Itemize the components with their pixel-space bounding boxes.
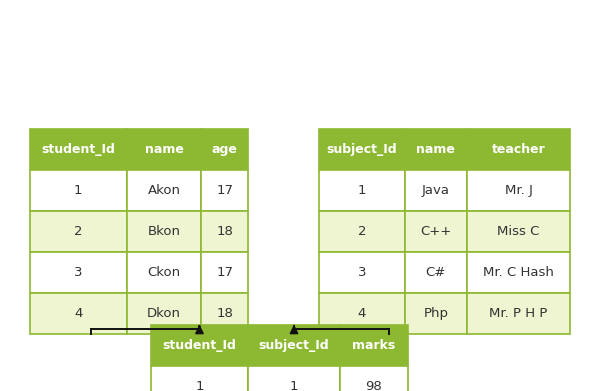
Bar (30, 170, 127, 211)
Bar (319, 170, 405, 211)
Bar (201, 252, 248, 293)
Bar (30, 252, 127, 293)
Bar (30, 129, 127, 170)
Bar (405, 170, 467, 211)
Bar (248, 325, 340, 366)
Text: Php: Php (423, 307, 449, 320)
Text: 17: 17 (216, 266, 233, 279)
Bar (151, 366, 248, 391)
Text: 1: 1 (195, 380, 204, 391)
Bar (405, 211, 467, 252)
Text: age: age (212, 143, 238, 156)
Bar (127, 129, 201, 170)
Text: 4: 4 (74, 307, 83, 320)
Text: Bkon: Bkon (148, 225, 180, 238)
Text: Mr. C Hash: Mr. C Hash (483, 266, 554, 279)
Text: C++: C++ (420, 225, 452, 238)
Bar (467, 252, 570, 293)
Text: 98: 98 (365, 380, 382, 391)
Text: 17: 17 (216, 184, 233, 197)
Bar (467, 170, 570, 211)
Bar (340, 366, 408, 391)
Bar (201, 129, 248, 170)
Bar (405, 293, 467, 334)
Text: teacher: teacher (492, 143, 545, 156)
Text: 3: 3 (358, 266, 366, 279)
Bar (201, 293, 248, 334)
Text: Ckon: Ckon (147, 266, 181, 279)
Text: Dkon: Dkon (147, 307, 181, 320)
Bar (467, 211, 570, 252)
Bar (30, 211, 127, 252)
Bar (127, 293, 201, 334)
Bar (127, 211, 201, 252)
Bar (319, 252, 405, 293)
Bar (127, 170, 201, 211)
Bar (201, 211, 248, 252)
Text: 2: 2 (74, 225, 83, 238)
Bar (201, 170, 248, 211)
Text: 1: 1 (290, 380, 298, 391)
Bar (405, 252, 467, 293)
Bar (319, 129, 405, 170)
Text: C#: C# (426, 266, 446, 279)
Text: Akon: Akon (148, 184, 180, 197)
Text: Java: Java (422, 184, 450, 197)
Text: 3: 3 (74, 266, 83, 279)
Text: 1: 1 (74, 184, 83, 197)
Text: student_Id: student_Id (41, 143, 115, 156)
Text: subject_Id: subject_Id (327, 143, 397, 156)
Text: Mr. P H P: Mr. P H P (489, 307, 548, 320)
Bar (467, 293, 570, 334)
Text: Mr. J: Mr. J (505, 184, 532, 197)
Text: 18: 18 (216, 225, 233, 238)
Text: Miss C: Miss C (498, 225, 540, 238)
Text: name: name (145, 143, 183, 156)
Bar (467, 129, 570, 170)
Text: 1: 1 (358, 184, 366, 197)
Bar (30, 293, 127, 334)
Bar (248, 366, 340, 391)
Text: 18: 18 (216, 307, 233, 320)
Text: student_Id: student_Id (163, 339, 236, 352)
Bar (340, 325, 408, 366)
Bar (319, 211, 405, 252)
Bar (127, 252, 201, 293)
Text: 4: 4 (358, 307, 366, 320)
Text: marks: marks (352, 339, 395, 352)
Text: name: name (417, 143, 455, 156)
Bar (151, 325, 248, 366)
Text: subject_Id: subject_Id (259, 339, 329, 352)
Bar (319, 293, 405, 334)
Bar (405, 129, 467, 170)
Text: 2: 2 (358, 225, 366, 238)
